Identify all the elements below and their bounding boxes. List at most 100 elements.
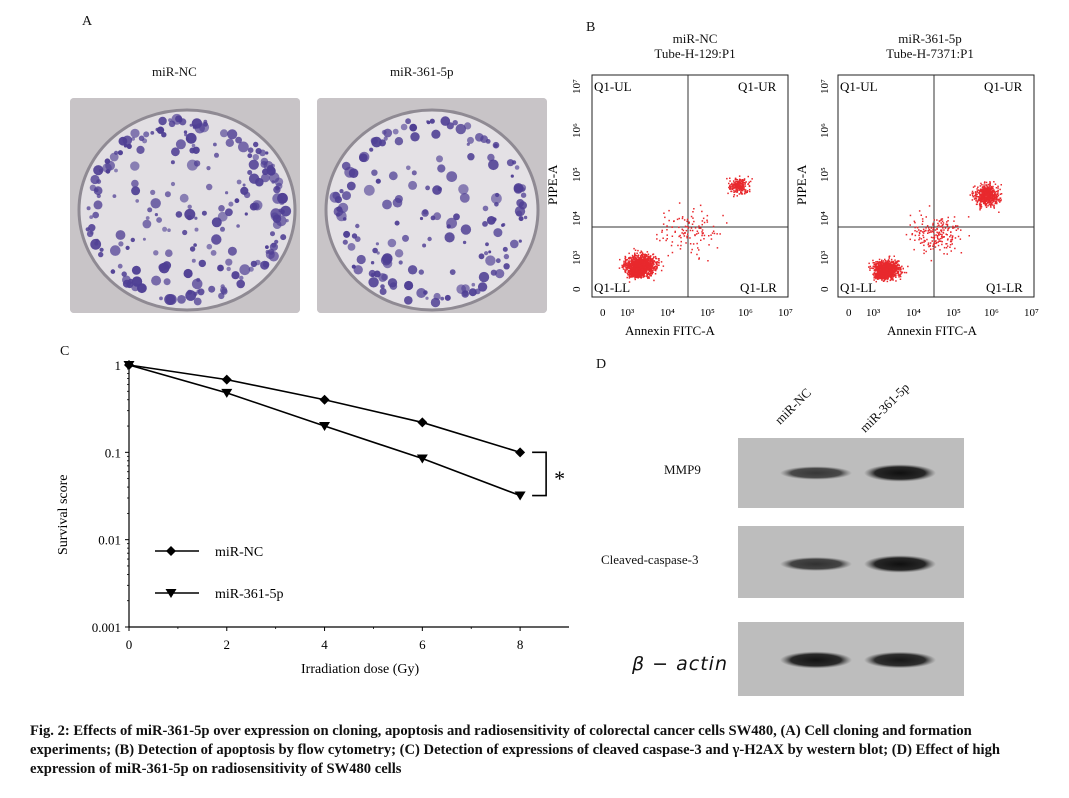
event-dot xyxy=(626,266,628,269)
event-dot xyxy=(642,268,645,271)
event-dot xyxy=(892,270,894,273)
event-dot xyxy=(984,194,987,197)
event-dot xyxy=(731,182,733,185)
colony-dot xyxy=(492,217,497,222)
event-dot xyxy=(891,264,894,266)
colony-dot xyxy=(409,123,418,132)
event-dot xyxy=(996,201,998,203)
event-dot xyxy=(997,187,999,189)
event-dot xyxy=(932,243,935,245)
event-dot xyxy=(748,185,751,188)
event-dot xyxy=(888,260,891,263)
event-dot xyxy=(887,260,890,262)
colony-dot xyxy=(183,130,188,134)
event-dot xyxy=(635,272,638,274)
event-dot xyxy=(886,267,888,270)
event-dot xyxy=(936,225,939,228)
event-dot xyxy=(739,185,742,187)
event-dot xyxy=(983,187,985,189)
event-dot xyxy=(644,269,646,271)
event-dot xyxy=(869,265,872,268)
event-dot xyxy=(868,262,870,265)
event-dot xyxy=(877,262,879,265)
colony-dot xyxy=(468,288,477,297)
colony-dot xyxy=(243,191,251,199)
event-dot xyxy=(978,203,981,206)
event-dot xyxy=(630,275,632,278)
colony-dot xyxy=(150,198,161,209)
event-dot xyxy=(979,209,981,211)
event-dot xyxy=(913,220,916,223)
event-dot xyxy=(888,265,890,267)
event-dot xyxy=(740,190,742,192)
event-dot xyxy=(652,271,654,274)
event-dot xyxy=(951,238,953,241)
flow-right-xtick-3: 10⁵ xyxy=(946,307,961,319)
colony-dot xyxy=(184,133,188,137)
event-dot xyxy=(932,248,935,250)
event-dot xyxy=(988,190,990,193)
event-dot xyxy=(708,235,710,237)
blot-band xyxy=(864,464,936,482)
event-dot xyxy=(736,191,739,193)
event-dot xyxy=(929,245,931,247)
event-dot xyxy=(994,202,996,205)
event-dot xyxy=(676,218,679,221)
event-dot xyxy=(987,186,990,189)
event-dot xyxy=(719,233,721,235)
event-dot xyxy=(651,269,654,272)
event-dot xyxy=(882,266,885,268)
colony-dot xyxy=(348,168,359,178)
colony-dot xyxy=(484,251,489,256)
event-dot xyxy=(642,264,645,267)
event-dot xyxy=(732,185,734,187)
event-dot xyxy=(680,236,682,239)
y-tick-label: 0.1 xyxy=(105,445,121,460)
colony-dot xyxy=(419,216,424,221)
event-dot xyxy=(880,276,883,278)
event-dot xyxy=(993,199,995,201)
event-dot xyxy=(638,258,640,261)
event-dot xyxy=(628,252,630,255)
event-dot xyxy=(645,258,648,260)
event-dot xyxy=(636,276,638,279)
event-dot xyxy=(648,269,650,272)
event-dot xyxy=(986,189,988,191)
event-dot xyxy=(888,257,890,259)
colony-dot xyxy=(265,151,269,155)
event-dot xyxy=(990,196,992,199)
event-dot xyxy=(994,197,996,199)
event-dot xyxy=(678,202,681,204)
event-dot xyxy=(937,244,940,247)
y-tick-label: 1 xyxy=(115,358,122,373)
colony-dot xyxy=(356,254,366,265)
colony-dot xyxy=(93,165,104,176)
event-dot xyxy=(952,227,954,229)
event-dot xyxy=(901,265,903,268)
event-dot xyxy=(649,275,651,277)
event-dot xyxy=(932,237,934,239)
event-dot xyxy=(946,243,948,245)
flow-left-xtick-4: 10⁶ xyxy=(738,307,753,319)
event-dot xyxy=(918,210,921,212)
event-dot xyxy=(998,199,1001,201)
event-dot xyxy=(668,219,670,222)
event-dot xyxy=(946,221,948,223)
colony-dot xyxy=(143,131,150,138)
event-dot xyxy=(681,216,684,218)
event-dot xyxy=(991,199,993,202)
event-dot xyxy=(662,265,665,267)
event-dot xyxy=(971,199,974,201)
event-dot xyxy=(878,266,880,268)
event-dot xyxy=(979,189,981,192)
event-dot xyxy=(891,260,893,263)
event-dot xyxy=(650,267,652,269)
colony-dot xyxy=(92,211,99,219)
event-dot xyxy=(983,191,986,194)
colony-dot xyxy=(198,122,210,133)
event-dot xyxy=(988,201,990,204)
event-dot xyxy=(736,195,738,197)
event-dot xyxy=(652,261,655,264)
event-dot xyxy=(634,252,636,254)
